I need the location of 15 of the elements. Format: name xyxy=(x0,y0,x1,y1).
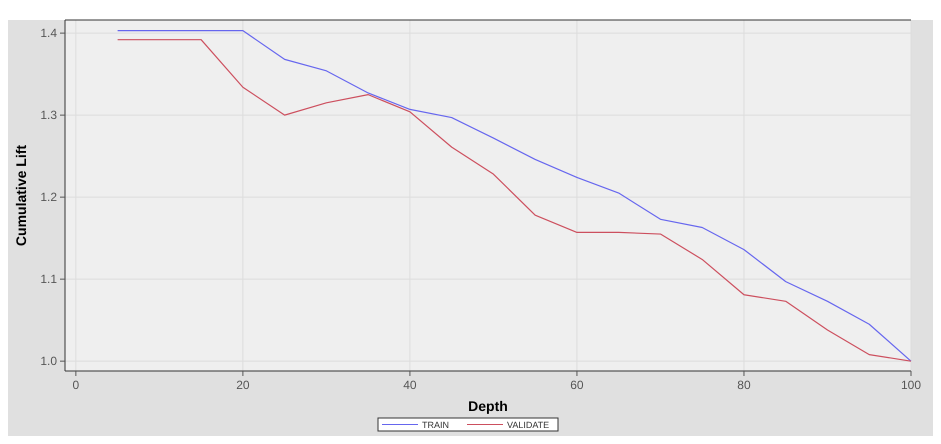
x-tick-label: 80 xyxy=(737,378,751,392)
y-tick-label: 1.0 xyxy=(40,354,58,368)
y-tick-label: 1.1 xyxy=(40,272,58,286)
x-axis-title: Depth xyxy=(468,398,508,414)
x-tick-label: 20 xyxy=(236,378,250,392)
legend-label: VALIDATE xyxy=(507,420,550,430)
x-tick-label: 40 xyxy=(403,378,417,392)
x-tick-label: 100 xyxy=(900,378,922,392)
x-tick-label: 0 xyxy=(72,378,80,392)
y-tick-label: 1.4 xyxy=(40,26,58,40)
y-axis-title: Cumulative Lift xyxy=(13,144,29,246)
y-tick-label: 1.2 xyxy=(40,190,58,204)
legend-label: TRAIN xyxy=(422,420,449,430)
x-tick-label: 60 xyxy=(570,378,584,392)
y-tick-label: 1.3 xyxy=(40,108,58,122)
